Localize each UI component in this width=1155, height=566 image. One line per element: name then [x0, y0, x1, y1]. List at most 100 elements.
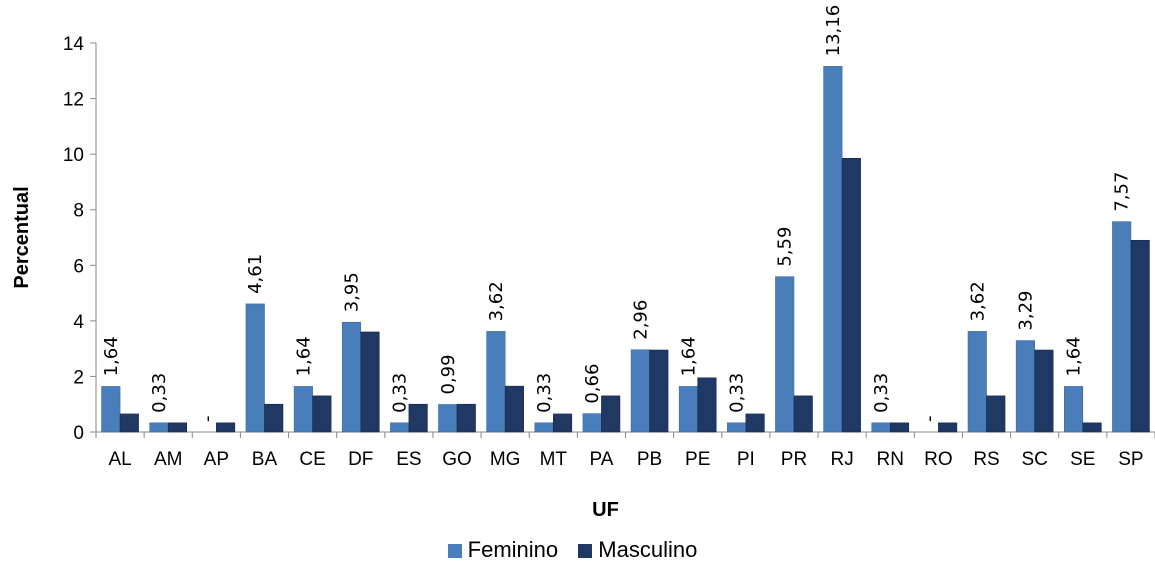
bar-feminino-pe	[678, 386, 699, 433]
bar-masculino-es	[408, 403, 428, 433]
y-tick-label: 6	[73, 256, 84, 277]
data-label-ba: 4,61	[245, 254, 266, 294]
y-tick-label: 4	[73, 312, 84, 333]
bar-feminino-es	[390, 422, 410, 433]
legend-swatch-feminino	[447, 544, 462, 559]
data-label-pi: 0,33	[727, 373, 748, 413]
data-labels: 1,64 0,33 - 4,61 1,64 3,95 0,33 0,99 3,62 0,33 0,6…	[101, 5, 1133, 422]
bar-feminino-ce	[293, 386, 313, 433]
x-tick-label: AP	[204, 449, 229, 470]
bar-feminino-rs	[967, 331, 987, 433]
bar-feminino-pr	[775, 276, 795, 433]
y-tick-label: 0	[73, 423, 84, 444]
bar-feminino-mt	[534, 422, 554, 433]
bar-feminino-se	[1063, 386, 1084, 433]
bar-masculino-pi	[745, 413, 765, 433]
x-tick-label: MG	[490, 449, 521, 470]
bar-masculino-rn	[889, 422, 910, 433]
x-tick-label: PE	[685, 449, 710, 470]
legend-item-feminino: Feminino	[447, 537, 559, 563]
x-tick-label: MT	[540, 449, 568, 470]
bars	[101, 66, 1150, 433]
data-label-go: 0,99	[438, 354, 459, 394]
data-label-am: 0,33	[149, 373, 170, 413]
x-tick-label: DF	[348, 449, 373, 470]
bar-masculino-al	[119, 413, 139, 433]
bar-feminino-sc	[1015, 340, 1035, 433]
data-label-rj: 13,16	[823, 5, 844, 57]
bar-masculino-sc	[1034, 349, 1054, 433]
bar-feminino-go	[438, 404, 458, 433]
x-tick-label: AL	[108, 449, 131, 470]
x-tick-label: SC	[1021, 449, 1047, 470]
bar-feminino-rn	[871, 422, 891, 433]
legend-label-masculino: Masculino	[598, 537, 698, 563]
bar-masculino-rj	[841, 158, 861, 433]
data-label-pb: 2,96	[630, 300, 651, 340]
data-label-pe: 1,64	[678, 336, 699, 376]
y-tick-label: 12	[63, 90, 84, 111]
bar-feminino-df	[341, 321, 362, 433]
bar-masculino-se	[1082, 422, 1102, 433]
data-label-sp: 7,57	[1112, 172, 1133, 212]
x-tick-label: PA	[589, 449, 613, 470]
bar-masculino-am	[167, 422, 188, 433]
x-tick-label: ES	[396, 449, 421, 470]
bar-masculino-mt	[552, 413, 573, 433]
legend-label-feminino: Feminino	[467, 537, 559, 563]
data-label-mg: 3,62	[486, 281, 507, 321]
data-label-mt: 0,33	[534, 373, 555, 413]
bar-feminino-pi	[727, 422, 747, 433]
bar-chart: 0 2 4 6 8 10 12 14 AL AM AP BA CE DF ES GO MG MT PA PB PE PI…	[11, 5, 1155, 521]
y-axis: 0 2 4 6 8 10 12 14	[63, 34, 97, 444]
bar-feminino-pa	[582, 413, 602, 433]
bar-feminino-pb	[630, 349, 650, 433]
bar-masculino-ce	[312, 395, 332, 433]
data-label-ap: -	[197, 416, 218, 423]
x-tick-label: GO	[442, 449, 472, 470]
bar-masculino-sp	[1130, 239, 1150, 433]
x-tick-label: PR	[781, 449, 807, 470]
legend-swatch-masculino	[578, 544, 593, 559]
x-tick-label: PB	[637, 449, 662, 470]
bar-masculino-mg	[504, 385, 524, 433]
bar-masculino-ba	[264, 403, 284, 433]
bar-feminino-sp	[1112, 221, 1132, 433]
data-label-es: 0,33	[390, 373, 411, 413]
y-tick-label: 8	[73, 201, 84, 222]
x-axis: AL AM AP BA CE DF ES GO MG MT PA PB PE PI PR RJ RN RO RS SC…	[95, 431, 1155, 470]
bar-masculino-pe	[697, 377, 717, 433]
data-label-pr: 5,59	[775, 227, 796, 267]
bar-feminino-ba	[245, 303, 265, 433]
data-label-se: 1,64	[1064, 336, 1085, 376]
legend-item-masculino: Masculino	[578, 537, 697, 563]
x-tick-label: PI	[737, 449, 755, 470]
bar-masculino-df	[360, 331, 380, 433]
bar-feminino-al	[101, 386, 121, 433]
x-tick-label: CE	[299, 449, 325, 470]
bar-feminino-mg	[486, 331, 506, 433]
data-label-rs: 3,62	[967, 281, 988, 321]
bar-masculino-pa	[601, 395, 621, 433]
bar-feminino-am	[149, 422, 169, 433]
y-tick-label: 14	[63, 34, 85, 55]
bar-masculino-pb	[649, 349, 669, 433]
data-label-df: 3,95	[342, 272, 363, 312]
y-tick-label: 10	[63, 145, 84, 166]
data-label-rn: 0,33	[871, 373, 892, 413]
bar-masculino-ro	[938, 422, 958, 433]
x-tick-label: AM	[154, 449, 183, 470]
x-tick-label: SE	[1070, 449, 1095, 470]
x-tick-label: BA	[252, 449, 278, 470]
bar-masculino-rs	[986, 395, 1006, 433]
x-tick-label: RN	[877, 449, 904, 470]
data-label-ro: -	[919, 416, 940, 423]
bar-masculino-pr	[793, 395, 813, 433]
x-tick-label: RJ	[830, 449, 853, 470]
legend: Feminino Masculino	[0, 536, 1155, 563]
x-tick-label: RO	[924, 449, 953, 470]
y-tick-label: 2	[73, 367, 84, 388]
x-tick-label: RS	[973, 449, 999, 470]
bar-masculino-ap	[216, 422, 236, 433]
data-label-ce: 1,64	[293, 336, 314, 376]
